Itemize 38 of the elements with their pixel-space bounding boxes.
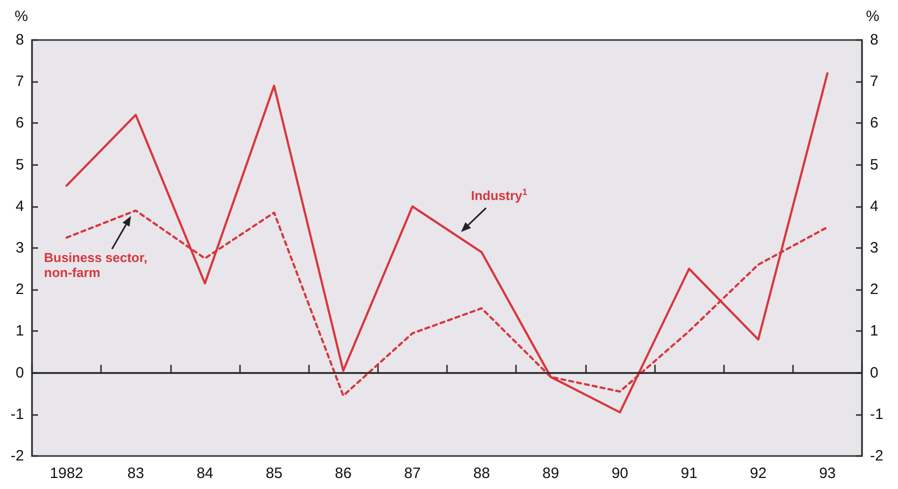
y2-tick-label: 5 bbox=[870, 156, 878, 174]
x-tick-label: 85 bbox=[266, 465, 282, 482]
y2-tick-label: 1 bbox=[870, 322, 878, 340]
x-tick-label: 1982 bbox=[50, 465, 84, 482]
y2-tick-label: 2 bbox=[870, 281, 878, 298]
x-tick-label: 92 bbox=[750, 465, 767, 482]
y-tick-label: 1 bbox=[16, 322, 24, 340]
x-tick-label: 91 bbox=[680, 465, 698, 482]
x-tick-label: 83 bbox=[127, 465, 144, 482]
y-tick-label: 0 bbox=[16, 364, 24, 382]
y2-tick-label: 6 bbox=[870, 114, 878, 132]
y2-tick-label: 3 bbox=[870, 240, 878, 256]
x-tick-label: 84 bbox=[196, 465, 214, 482]
y-tick-label: 7 bbox=[16, 73, 24, 90]
y-tick-label: 5 bbox=[16, 156, 24, 174]
y-tick-label: -2 bbox=[10, 448, 24, 464]
y-axis-title: % bbox=[14, 8, 28, 25]
y2-tick-label: -2 bbox=[870, 448, 884, 464]
text: Industry$^{1}$ bbox=[471, 187, 528, 203]
x-tick-label: 89 bbox=[542, 465, 560, 482]
x-tick-label: 88 bbox=[473, 465, 490, 482]
y-tick-label: 4 bbox=[16, 198, 24, 215]
y-tick-label: 2 bbox=[16, 281, 24, 298]
x-tick-label: 90 bbox=[612, 465, 628, 482]
y-tick-label: 6 bbox=[16, 114, 24, 132]
y2-tick-label: 0 bbox=[870, 364, 878, 382]
x-tick-label: 87 bbox=[404, 465, 421, 482]
x-tick-label: 93 bbox=[819, 465, 836, 482]
y-tick-label: 8 bbox=[16, 32, 24, 48]
y2-axis-title: % bbox=[866, 8, 880, 25]
y2-tick-label: 7 bbox=[870, 73, 878, 90]
y2-tick-label: 4 bbox=[870, 198, 878, 215]
x-tick-label: 86 bbox=[334, 465, 352, 482]
y-tick-label: 3 bbox=[16, 240, 24, 256]
series-label: Business sector, non-farm bbox=[44, 250, 148, 280]
y-tick-label: -1 bbox=[10, 406, 24, 423]
y2-tick-label: -1 bbox=[870, 406, 884, 423]
y2-tick-label: 8 bbox=[870, 32, 878, 48]
